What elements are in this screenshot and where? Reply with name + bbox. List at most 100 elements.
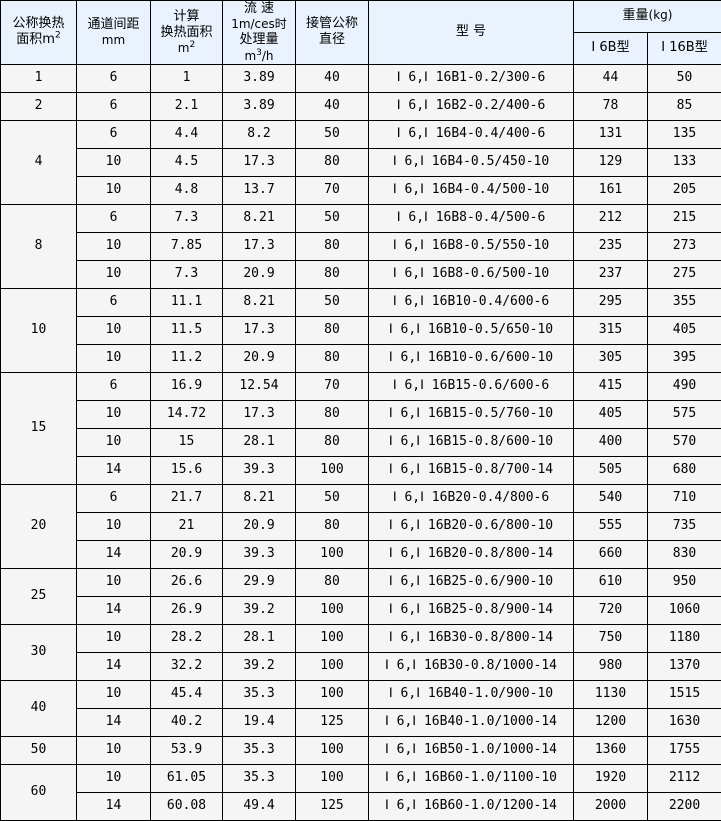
cell-weight-16b: 830	[648, 540, 721, 568]
cell-weight-16b: 950	[648, 568, 721, 596]
column-header-calc-area: 计算 换热面积 m2	[151, 1, 223, 65]
cell-pipe-diameter: 50	[296, 204, 369, 232]
cell-flow-rate: 8.21	[223, 484, 296, 512]
cell-pipe-diameter: 100	[296, 596, 369, 624]
nominal-area-line1: 公称换热	[3, 16, 74, 32]
cell-pipe-diameter: 50	[296, 120, 369, 148]
cell-flow-rate: 13.7	[223, 176, 296, 204]
cell-flow-rate: 17.3	[223, 400, 296, 428]
cell-channel-gap: 6	[77, 64, 151, 92]
cell-model: Ⅰ 6,Ⅰ 16B25-0.6/900-10	[369, 568, 574, 596]
cell-calc-area: 2.1	[151, 92, 223, 120]
cell-channel-gap: 6	[77, 92, 151, 120]
column-header-weight-6b: Ⅰ 6B型	[574, 32, 648, 64]
cell-pipe-diameter: 100	[296, 456, 369, 484]
cell-weight-6b: 540	[574, 484, 648, 512]
cell-model: Ⅰ 6,Ⅰ 16B20-0.8/800-14	[369, 540, 574, 568]
cell-flow-rate: 19.4	[223, 708, 296, 736]
cell-channel-gap: 10	[77, 428, 151, 456]
nominal-area-line2: 面积m2	[3, 32, 74, 48]
cell-channel-gap: 14	[77, 596, 151, 624]
cell-model: Ⅰ 6,Ⅰ 16B10-0.4/600-6	[369, 288, 574, 316]
cell-channel-gap: 6	[77, 484, 151, 512]
cell-nominal-area: 8	[1, 204, 77, 288]
column-header-flow-rate: 流 速 1m/ces时 处理量 m3/h	[223, 1, 296, 65]
cell-channel-gap: 10	[77, 624, 151, 652]
cell-calc-area: 11.1	[151, 288, 223, 316]
cell-flow-rate: 49.4	[223, 792, 296, 820]
cell-calc-area: 7.85	[151, 232, 223, 260]
cell-calc-area: 21.7	[151, 484, 223, 512]
cell-model: Ⅰ 6,Ⅰ 16B15-0.8/700-14	[369, 456, 574, 484]
cell-pipe-diameter: 100	[296, 540, 369, 568]
flow-rate-unit: m3/h	[225, 49, 293, 64]
cell-pipe-diameter: 50	[296, 288, 369, 316]
cell-model: Ⅰ 6,Ⅰ 16B15-0.6/600-6	[369, 372, 574, 400]
cell-model: Ⅰ 6,Ⅰ 16B2-0.2/400-6	[369, 92, 574, 120]
cell-flow-rate: 20.9	[223, 260, 296, 288]
cell-pipe-diameter: 80	[296, 260, 369, 288]
cell-channel-gap: 14	[77, 792, 151, 820]
cell-weight-6b: 1360	[574, 736, 648, 764]
cell-calc-area: 14.72	[151, 400, 223, 428]
cell-weight-16b: 570	[648, 428, 721, 456]
cell-channel-gap: 6	[77, 288, 151, 316]
channel-gap-unit: mm	[79, 33, 148, 48]
cell-calc-area: 45.4	[151, 680, 223, 708]
cell-weight-16b: 680	[648, 456, 721, 484]
cell-channel-gap: 10	[77, 400, 151, 428]
cell-weight-6b: 237	[574, 260, 648, 288]
cell-pipe-diameter: 100	[296, 624, 369, 652]
cell-channel-gap: 10	[77, 232, 151, 260]
cell-weight-6b: 405	[574, 400, 648, 428]
cell-calc-area: 21	[151, 512, 223, 540]
header-row-primary: 公称换热 面积m2 通道间距 mm 计算 换热面积 m2 流 速 1m/ces时…	[1, 1, 721, 33]
weight-unit: (kg)	[649, 8, 673, 22]
cell-nominal-area: 15	[1, 372, 77, 484]
cell-model: Ⅰ 6,Ⅰ 16B8-0.4/500-6	[369, 204, 574, 232]
cell-channel-gap: 10	[77, 512, 151, 540]
cell-calc-area: 26.9	[151, 596, 223, 624]
cell-weight-6b: 212	[574, 204, 648, 232]
cell-calc-area: 20.9	[151, 540, 223, 568]
cell-pipe-diameter: 100	[296, 736, 369, 764]
cell-pipe-diameter: 100	[296, 680, 369, 708]
cell-weight-6b: 1920	[574, 764, 648, 792]
cell-pipe-diameter: 70	[296, 372, 369, 400]
cell-weight-6b: 505	[574, 456, 648, 484]
cell-weight-6b: 129	[574, 148, 648, 176]
cell-channel-gap: 10	[77, 736, 151, 764]
cell-weight-6b: 305	[574, 344, 648, 372]
cell-weight-16b: 395	[648, 344, 721, 372]
cell-nominal-area: 4	[1, 120, 77, 204]
cell-channel-gap: 10	[77, 148, 151, 176]
cell-channel-gap: 14	[77, 456, 151, 484]
cell-model: Ⅰ 6,Ⅰ 16B30-0.8/1000-14	[369, 652, 574, 680]
cell-weight-6b: 131	[574, 120, 648, 148]
cell-weight-16b: 710	[648, 484, 721, 512]
cell-calc-area: 53.9	[151, 736, 223, 764]
cell-flow-rate: 8.21	[223, 204, 296, 232]
cell-weight-6b: 750	[574, 624, 648, 652]
cell-flow-rate: 20.9	[223, 344, 296, 372]
cell-weight-6b: 1130	[574, 680, 648, 708]
cell-calc-area: 11.2	[151, 344, 223, 372]
cell-flow-rate: 3.89	[223, 92, 296, 120]
cell-nominal-area: 1	[1, 64, 77, 92]
cell-nominal-area: 30	[1, 624, 77, 680]
cell-weight-16b: 1630	[648, 708, 721, 736]
cell-model: Ⅰ 6,Ⅰ 16B1-0.2/300-6	[369, 64, 574, 92]
cell-weight-16b: 205	[648, 176, 721, 204]
